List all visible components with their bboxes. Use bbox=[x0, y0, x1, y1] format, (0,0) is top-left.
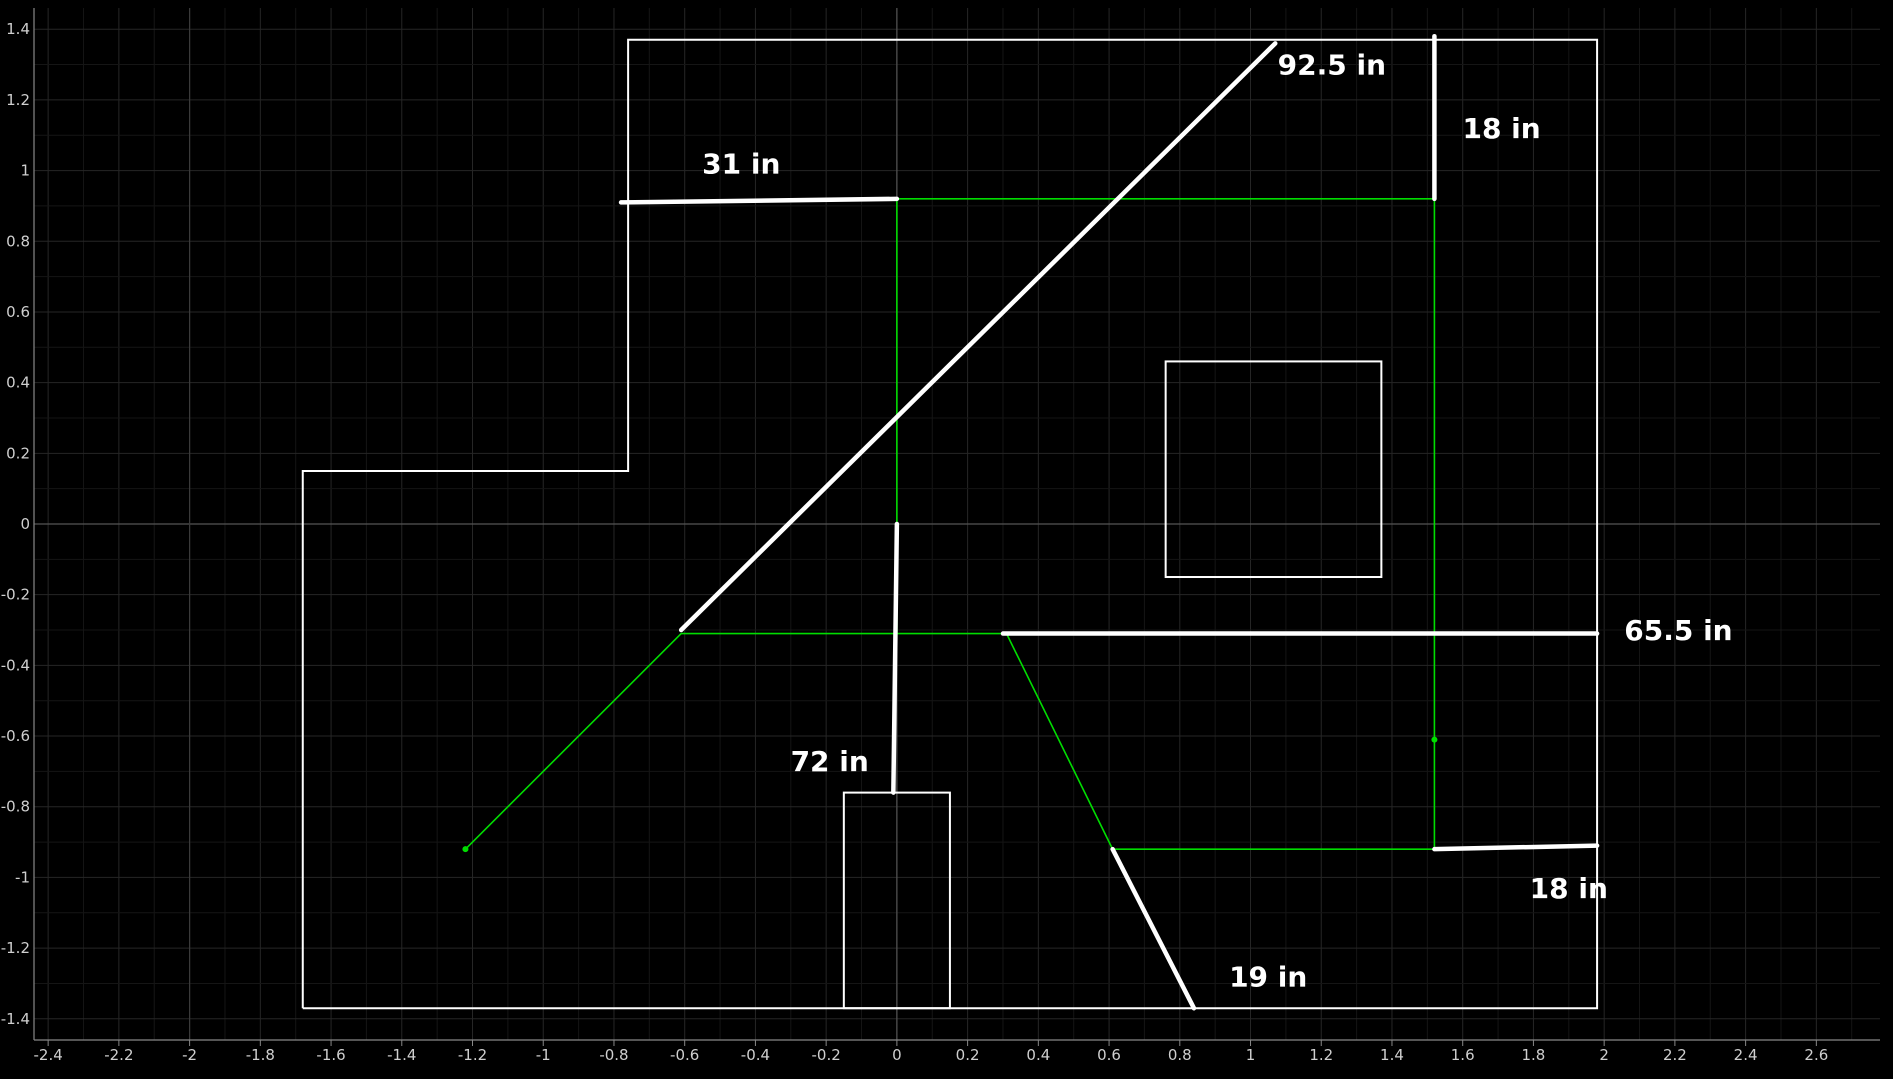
x-tick-label: 2.4 bbox=[1734, 1046, 1758, 1064]
x-tick-label: 0.6 bbox=[1097, 1046, 1121, 1064]
x-tick-label: -2 bbox=[182, 1046, 197, 1064]
measure-line bbox=[678, 41, 1278, 633]
x-tick-label: -1.8 bbox=[246, 1046, 275, 1064]
y-tick-label: -1.2 bbox=[1, 939, 30, 957]
x-tick-label: 2 bbox=[1599, 1046, 1609, 1064]
green-point bbox=[1431, 736, 1438, 743]
x-tick-label: 0.4 bbox=[1026, 1046, 1050, 1064]
measure-line bbox=[1432, 843, 1600, 852]
y-tick-label: 0.8 bbox=[6, 232, 30, 250]
measure-line bbox=[891, 521, 900, 795]
dimension-labels: 31 in 92.5 in 18 in 65.5 in 72 in 18 in 19 in bbox=[702, 49, 1732, 994]
measure-line bbox=[618, 196, 900, 205]
room-shapes bbox=[301, 38, 1599, 1010]
y-tick-label: 0.2 bbox=[6, 444, 30, 462]
room-outline bbox=[301, 38, 1599, 1010]
y-tick-label: -0.8 bbox=[1, 798, 30, 816]
x-tick-label: 1.4 bbox=[1380, 1046, 1404, 1064]
x-tick-label: 0.2 bbox=[956, 1046, 980, 1064]
box-bottom-door bbox=[842, 791, 951, 1010]
y-tick-label: 1.4 bbox=[6, 20, 30, 38]
y-tick-label: 0 bbox=[20, 515, 30, 533]
x-tick-label: -0.8 bbox=[599, 1046, 628, 1064]
x-tick-label: 1.2 bbox=[1309, 1046, 1333, 1064]
axes bbox=[33, 8, 1880, 1041]
x-tick-label: 2.2 bbox=[1663, 1046, 1687, 1064]
x-tick-label: -1.2 bbox=[458, 1046, 487, 1064]
x-tick-label: 0.8 bbox=[1168, 1046, 1192, 1064]
dimension-label: 19 in bbox=[1229, 960, 1307, 993]
dimension-label: 18 in bbox=[1530, 872, 1608, 905]
dimension-label: 92.5 in bbox=[1278, 49, 1386, 82]
measure-line bbox=[1110, 846, 1197, 1011]
x-tick-labels: -2.4 -2.2 -2 -1.8 -1.6 -1.4 -1.2 -1 -0.8 -0.6 -0.4… bbox=[34, 1040, 1828, 1064]
dimension-label: 65.5 in bbox=[1624, 614, 1732, 647]
x-tick-label: -2.4 bbox=[34, 1046, 63, 1064]
y-tick-label: -0.6 bbox=[1, 727, 30, 745]
y-tick-label: -1.4 bbox=[1, 1010, 30, 1028]
x-tick-label: 1.6 bbox=[1451, 1046, 1475, 1064]
x-tick-label: 1 bbox=[1246, 1046, 1256, 1064]
x-tick-label: 0 bbox=[892, 1046, 902, 1064]
measure-lines bbox=[618, 34, 1600, 1011]
x-tick-label: -0.4 bbox=[741, 1046, 770, 1064]
green-point bbox=[462, 846, 469, 853]
dimension-label: 18 in bbox=[1462, 112, 1540, 145]
y-tick-label: -0.2 bbox=[1, 586, 30, 604]
y-tick-label: 1 bbox=[20, 162, 30, 180]
y-tick-label: -0.4 bbox=[1, 656, 30, 674]
dimension-label: 72 in bbox=[791, 745, 869, 778]
green-path-layer bbox=[462, 198, 1438, 853]
dimension-label: 31 in bbox=[702, 148, 780, 181]
y-tick-labels: 1.4 1.2 1 0.8 0.6 0.4 0.2 0 -0.2 -0.4 -0.6 -0.8 -1 -1… bbox=[1, 20, 30, 1028]
box-upper-right bbox=[1164, 360, 1383, 579]
x-tick-label: 1.8 bbox=[1522, 1046, 1546, 1064]
x-tick-label: -1.4 bbox=[387, 1046, 416, 1064]
y-tick-label: 0.4 bbox=[6, 374, 30, 392]
x-tick-label: -0.6 bbox=[670, 1046, 699, 1064]
x-tick-label: -1 bbox=[536, 1046, 551, 1064]
x-tick-label: -0.2 bbox=[812, 1046, 841, 1064]
y-tick-label: 1.2 bbox=[6, 91, 30, 109]
y-tick-label: 0.6 bbox=[6, 303, 30, 321]
x-tick-label: -1.6 bbox=[316, 1046, 345, 1064]
x-tick-label: 2.6 bbox=[1804, 1046, 1828, 1064]
green-path bbox=[464, 198, 1436, 850]
x-tick-label: -2.2 bbox=[104, 1046, 133, 1064]
y-tick-label: -1 bbox=[15, 868, 30, 886]
